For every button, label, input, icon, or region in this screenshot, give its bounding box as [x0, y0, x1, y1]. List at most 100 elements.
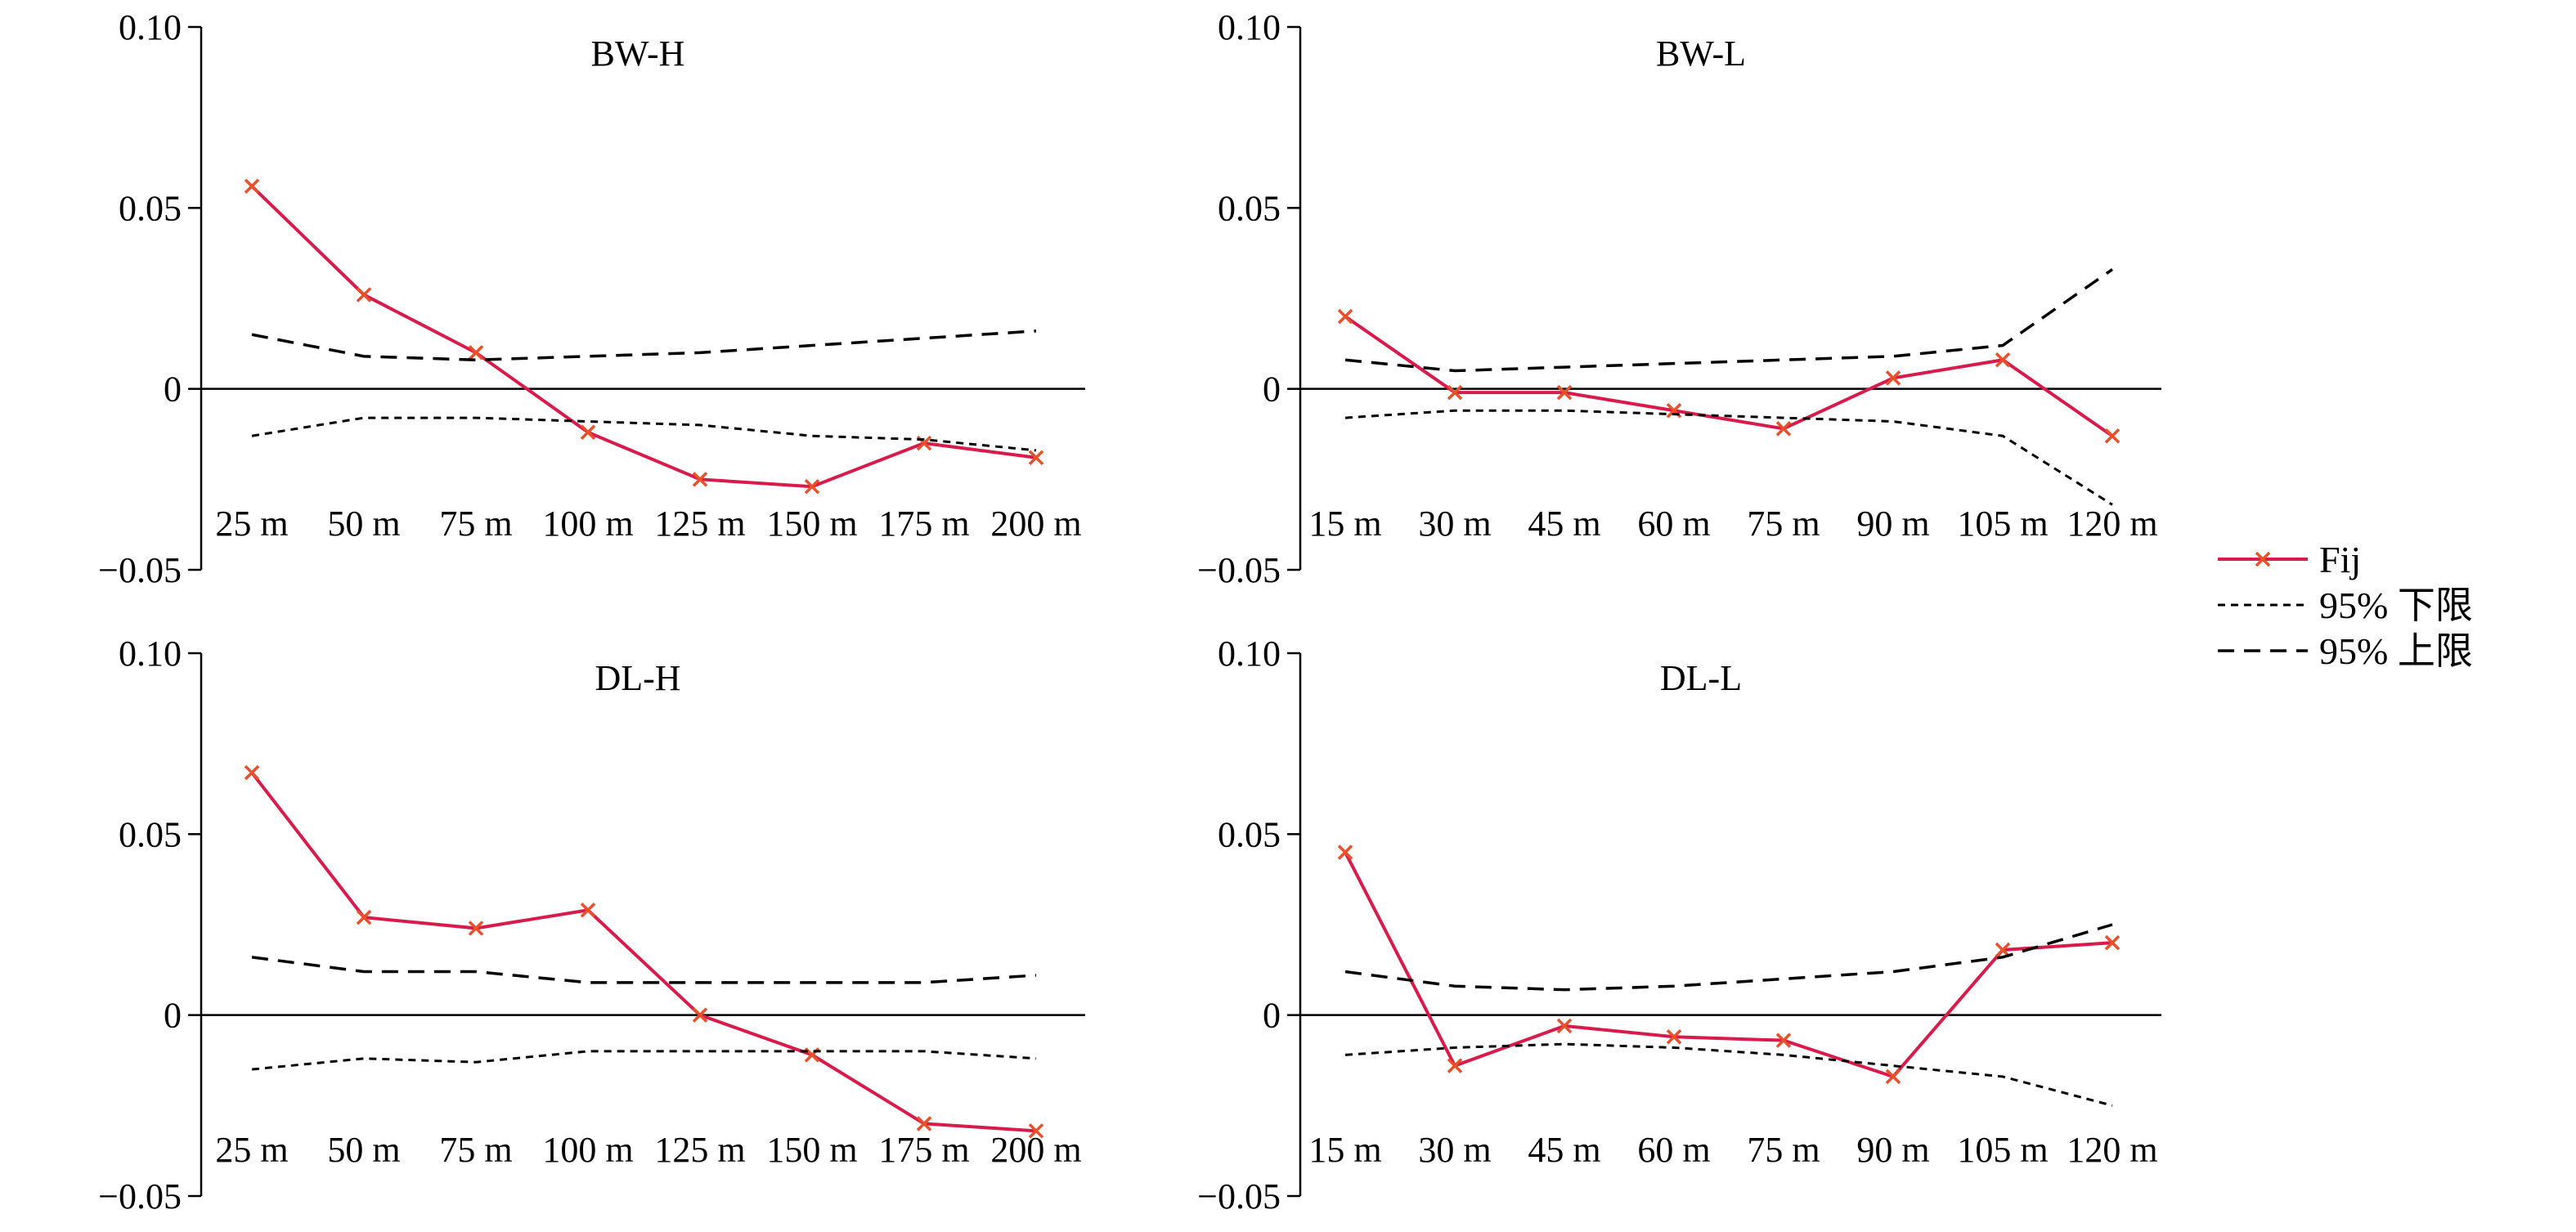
fij-point — [1995, 942, 2011, 958]
x-tick-label: 75 m — [1747, 504, 1820, 544]
x-tick-label: 200 m — [990, 1130, 1081, 1170]
fij-point — [1556, 1018, 1573, 1034]
x-tick-label: 120 m — [2067, 504, 2157, 544]
panel-title: BW-L — [1656, 34, 1746, 74]
fij-point — [1447, 1058, 1463, 1073]
legend-label: Fij — [2319, 539, 2361, 580]
fij-point — [916, 1116, 932, 1131]
x-tick-label: 25 m — [215, 1130, 288, 1170]
y-tick-label: 0 — [164, 996, 182, 1036]
x-tick-label: 60 m — [1637, 1130, 1710, 1170]
x-tick-label: 75 m — [1747, 1130, 1820, 1170]
chart-panels: 0.10 0.05 0 −0.05 BW-H 25 m 50 m 75 m 100 m 125 m… — [98, 7, 2161, 1216]
series-line-upper-bound — [1344, 923, 2113, 992]
fij-point — [1885, 370, 1901, 386]
x-tick-label: 150 m — [766, 504, 857, 544]
panel-title: DL-L — [1660, 658, 1742, 698]
x-tick-label: 100 m — [542, 504, 633, 544]
fij-point — [1775, 1033, 1792, 1048]
fij-point — [1885, 1068, 1901, 1085]
y-tick-label: 0 — [1263, 370, 1281, 410]
fij-point — [1337, 844, 1353, 860]
y-tick-label: −0.05 — [1197, 550, 1281, 590]
x-tick-label: 150 m — [766, 1130, 857, 1170]
y-tick-label: 0 — [164, 370, 182, 410]
x-tick-label: 15 m — [1308, 504, 1381, 544]
fij-point — [692, 1007, 708, 1023]
fij-point — [1028, 1123, 1044, 1139]
fij-point — [1028, 450, 1044, 466]
x-tick-label: 30 m — [1418, 1130, 1491, 1170]
y-tick-label: 0.10 — [119, 7, 182, 47]
y-tick-label: −0.05 — [98, 550, 182, 590]
x-tick-label: 25 m — [215, 504, 288, 544]
x-tick-label: 45 m — [1528, 1130, 1600, 1170]
series-line-lower-bound — [251, 1050, 1037, 1071]
x-tick-label: 175 m — [878, 1130, 969, 1170]
y-tick-label: 0.05 — [119, 188, 182, 228]
fij-point — [1556, 384, 1573, 401]
fij-point — [692, 472, 708, 487]
fij-point — [580, 903, 596, 918]
x-tick-label: 105 m — [1957, 1130, 2048, 1170]
series-line-fij — [250, 185, 1037, 489]
fij-point — [356, 909, 372, 925]
legend-item: 95% 上限 — [2218, 630, 2473, 672]
series-line-fij — [1344, 315, 2114, 437]
y-tick-label: 0.10 — [1218, 7, 1281, 47]
legend-item: 95% 下限 — [2218, 585, 2473, 626]
x-tick-label: 60 m — [1637, 504, 1710, 544]
fij-point — [1995, 352, 2011, 368]
y-tick-label: 0.10 — [119, 634, 182, 674]
legend-label: 95% 下限 — [2319, 585, 2473, 626]
panel-bw-l: 0.10 0.05 0 −0.05 BW-L 15 m 30 m 45 m 60 m 75 m 90… — [1197, 7, 2161, 590]
series-line-fij — [250, 771, 1037, 1133]
fij-point — [1666, 1028, 1682, 1045]
panel-dl-l: 0.10 0.05 0 −0.05 DL-L 15 m 30 m 45 m 60 m 75 m 90… — [1197, 634, 2161, 1216]
series-line-upper-bound — [251, 956, 1037, 984]
x-tick-label: 50 m — [327, 1130, 400, 1170]
series-line-lower-bound — [1344, 409, 2113, 506]
fij-point — [580, 424, 596, 441]
series-line-upper-bound — [1344, 268, 2113, 373]
fij-point — [2104, 934, 2120, 951]
fij-point — [804, 478, 820, 495]
x-tick-label: 50 m — [327, 504, 400, 544]
panel-title: DL-H — [595, 658, 680, 698]
x-tick-label: 15 m — [1308, 1130, 1381, 1170]
legend-label: 95% 上限 — [2319, 630, 2473, 672]
series-line-lower-bound — [1344, 1042, 2113, 1107]
x-tick-label: 45 m — [1528, 504, 1600, 544]
series-line-upper-bound — [251, 329, 1037, 362]
fij-point — [356, 287, 372, 302]
x-tick-label: 90 m — [1856, 504, 1929, 544]
x-tick-label: 175 m — [878, 504, 969, 544]
x-tick-label: 125 m — [654, 504, 745, 544]
x-tick-label: 90 m — [1856, 1130, 1929, 1170]
fij-point — [468, 345, 484, 361]
fij-point — [1775, 421, 1792, 437]
x-tick-label: 120 m — [2067, 1130, 2157, 1170]
legend-item: Fij — [2218, 539, 2361, 580]
x-tick-label: 100 m — [542, 1130, 633, 1170]
y-tick-label: 0 — [1263, 996, 1281, 1036]
x-tick-label: 75 m — [439, 1130, 512, 1170]
y-tick-label: 0.10 — [1218, 634, 1281, 674]
series-line-lower-bound — [251, 416, 1037, 452]
fij-point — [1447, 384, 1463, 401]
fij-point — [244, 178, 260, 195]
x-tick-label: 200 m — [990, 504, 1081, 544]
panel-title: BW-H — [591, 34, 685, 74]
panel-dl-h: 0.10 0.05 0 −0.05 DL-H 25 m 50 m 75 m 100 m 125 m… — [98, 634, 1085, 1216]
y-tick-label: −0.05 — [1197, 1176, 1281, 1216]
x-tick-label: 30 m — [1418, 504, 1491, 544]
fij-point — [1337, 308, 1353, 325]
y-tick-label: 0.05 — [1218, 814, 1281, 854]
series-line-fij — [1344, 851, 2113, 1079]
x-tick-label: 75 m — [439, 504, 512, 544]
fij-point — [2104, 428, 2120, 444]
fij-point — [468, 921, 484, 936]
y-tick-label: 0.05 — [1218, 188, 1281, 228]
